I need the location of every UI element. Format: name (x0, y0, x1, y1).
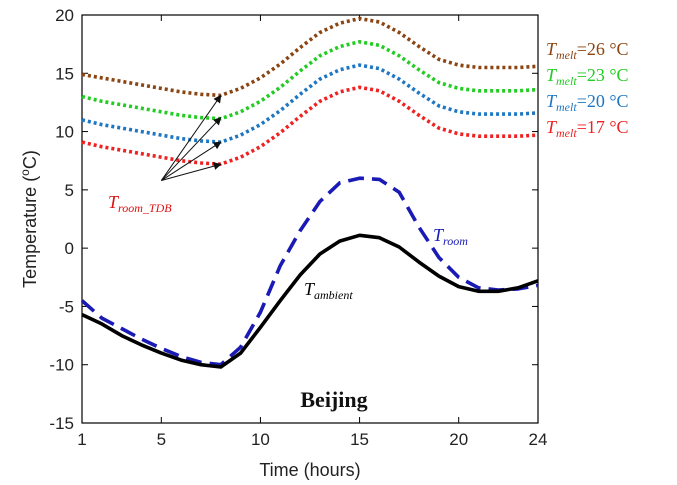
series-label-value: =20 °C (577, 91, 629, 111)
series-label-t17: Tmelt=17 °C (546, 117, 629, 140)
y-axis-title-post: C) (20, 150, 40, 169)
x-tick-label: 20 (449, 430, 468, 449)
series-label-sub: melt (556, 126, 577, 140)
troom-tdb-label-sub: room_TDB (118, 201, 172, 215)
plot-frame (81, 14, 539, 424)
series-label-troom: Troom (433, 225, 468, 248)
x-axis-title: Time (hours) (259, 460, 360, 480)
series-label-main: T (546, 39, 558, 59)
series-label-value: =26 °C (577, 39, 629, 59)
series-label-sub: room (443, 234, 468, 248)
x-tick-label: 10 (251, 430, 270, 449)
y-axis-title: Temperature (oC) (18, 150, 40, 288)
series-line-t20 (81, 63, 539, 144)
series-label-tambient: Tambient (304, 279, 353, 302)
series-line-t17 (81, 85, 539, 166)
series-label-t20: Tmelt=20 °C (546, 91, 629, 114)
region-label: Beijing (300, 387, 367, 412)
series-label-main: T (546, 117, 558, 137)
y-tick-label: 0 (65, 239, 74, 258)
series-label-sub: melt (556, 48, 577, 62)
y-axis-title-pre: Temperature ( (20, 176, 40, 288)
series-line-t23 (81, 39, 539, 121)
series-label-sub: ambient (314, 288, 353, 302)
troom-tdb-arrow (160, 116, 222, 181)
troom-tdb-arrow (161, 141, 222, 181)
series-label-main: T (546, 91, 558, 111)
troom-tdb-label-main: T (108, 192, 120, 212)
x-axis-ticks: 1 5 10 15 20 24 (77, 15, 547, 449)
troom-tdb-arrow (160, 94, 222, 181)
series-label-t26: Tmelt=26 °C (546, 39, 629, 62)
y-tick-label: 10 (55, 123, 74, 142)
series-label-sub: melt (556, 100, 577, 114)
y-tick-label: -10 (49, 356, 74, 375)
y-axis-ticks: -15 -10 -5 0 5 10 15 20 (49, 6, 538, 433)
y-tick-label: 15 (55, 64, 74, 83)
y-tick-label: 20 (55, 6, 74, 25)
y-tick-label: -15 (49, 414, 74, 433)
y-tick-label: -5 (59, 297, 74, 316)
series-label-main: T (304, 279, 316, 299)
series-label-main: T (433, 225, 445, 245)
series-line-t26 (81, 16, 539, 98)
y-axis-title-sup: o (18, 169, 32, 176)
x-tick-label: 15 (350, 430, 369, 449)
troom-tdb-label: Troom_TDB (108, 192, 172, 215)
y-tick-label: 5 (65, 181, 74, 200)
series-label-value: =17 °C (577, 117, 629, 137)
troom-tdb-arrows: Troom_TDB (108, 94, 222, 215)
x-tick-label: 5 (157, 430, 166, 449)
series-label-value: =23 °C (577, 65, 629, 85)
series-label-t23: Tmelt=23 °C (546, 65, 629, 88)
x-tick-label: 1 (77, 430, 86, 449)
series-line-tambient (81, 233, 539, 369)
troom-tdb-arrow (161, 162, 222, 182)
series-lines (80, 16, 539, 369)
series-label-sub: melt (556, 74, 577, 88)
series-label-main: T (546, 65, 558, 85)
x-tick-label: 24 (529, 430, 548, 449)
